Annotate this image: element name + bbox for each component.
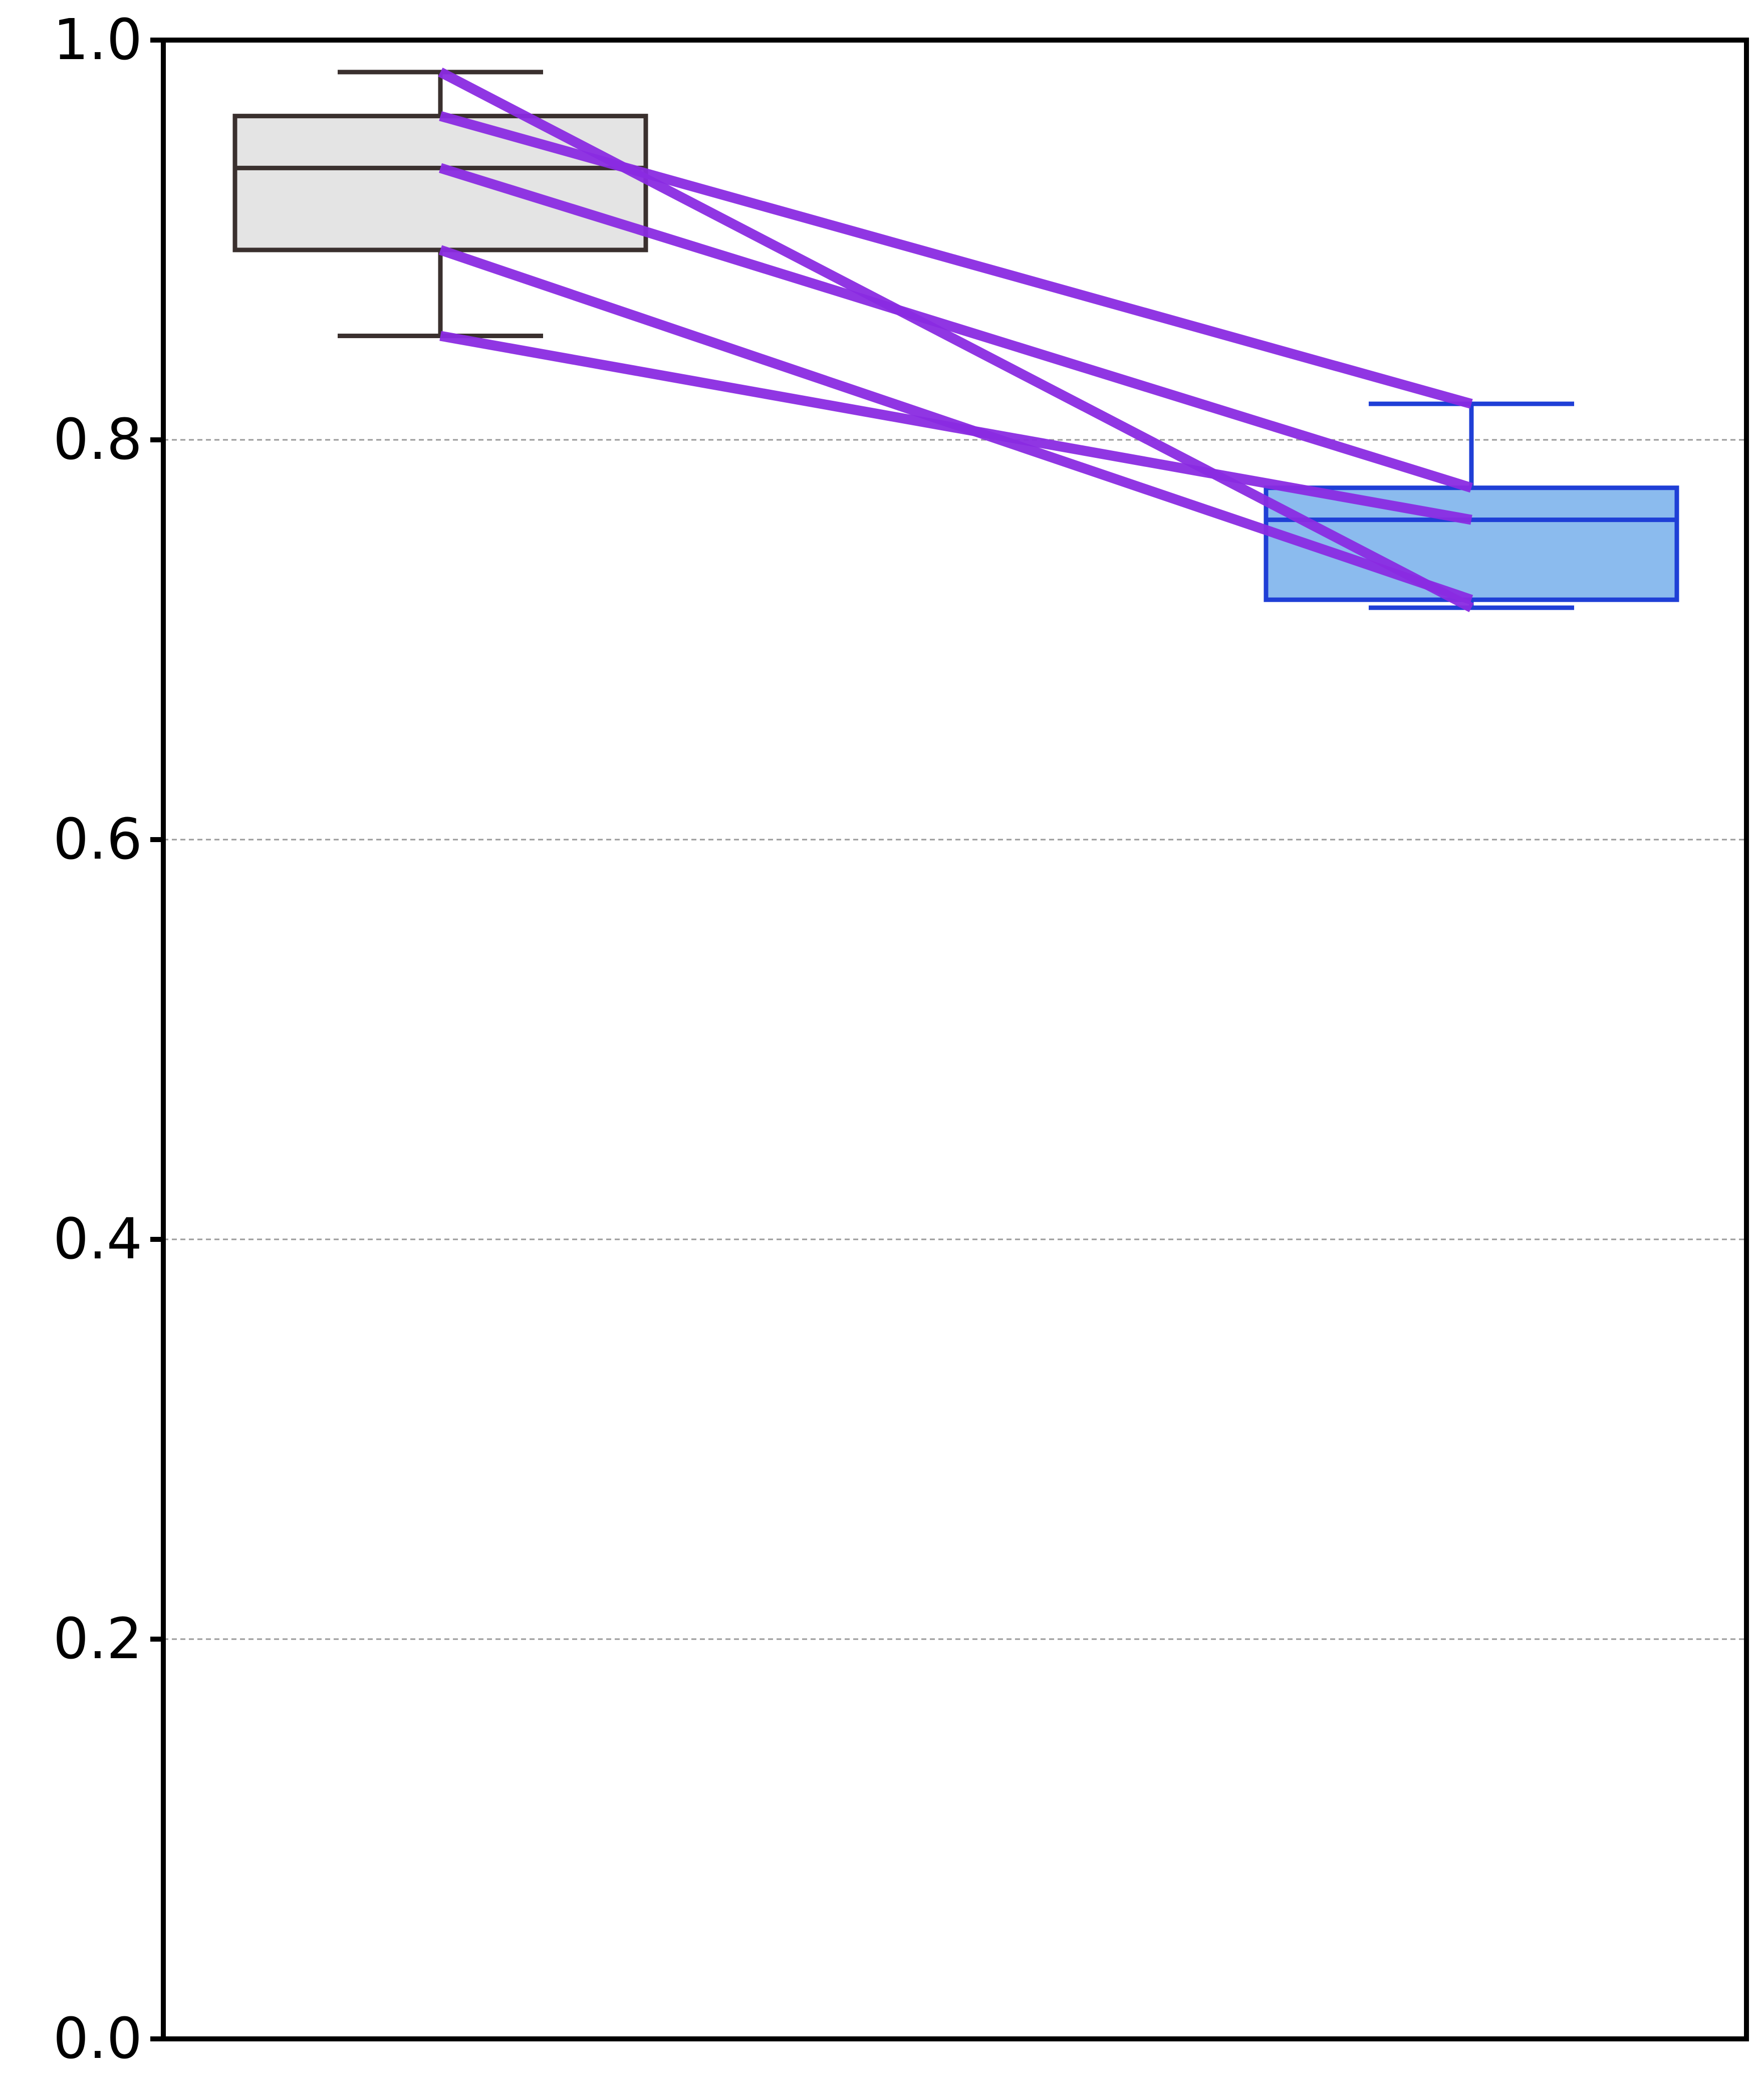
y-tick-label-1: 0.2 <box>53 1607 142 1672</box>
y-tick-label-3: 0.6 <box>53 807 142 872</box>
paired-line-1 <box>439 111 1473 409</box>
paired-line-4 <box>439 331 1472 525</box>
paired-line-2 <box>439 163 1473 493</box>
y-tick-label-0: 0.0 <box>53 2006 142 2071</box>
y-axis-ticks: 0.0 0.2 0.4 0.6 0.8 1.0 <box>53 8 163 2071</box>
y-tick-label-5: 1.0 <box>53 8 142 73</box>
y-tick-label-2: 0.4 <box>53 1207 142 1272</box>
paired-lines <box>438 67 1474 613</box>
y-tick-label-4: 0.8 <box>53 407 142 472</box>
box-body-0 <box>232 114 648 252</box>
plot-frame <box>161 38 1749 2041</box>
box-body-1 <box>1264 485 1679 602</box>
